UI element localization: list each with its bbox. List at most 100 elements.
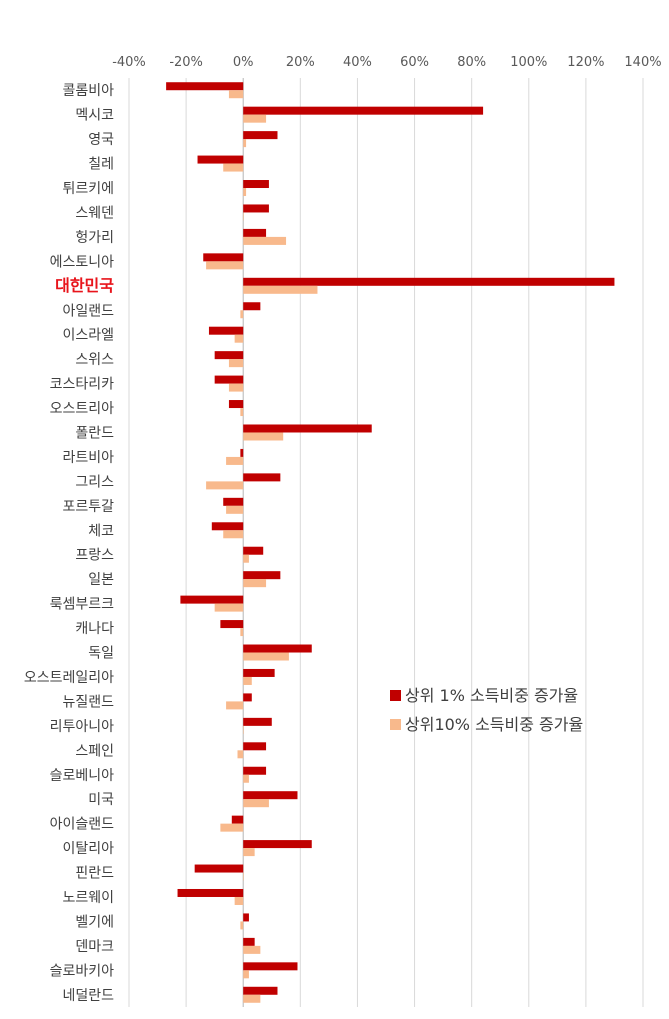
bar-top10-13 (240, 408, 244, 417)
category-label: 캐나다 (75, 621, 114, 637)
bar-top10-25 (226, 701, 244, 710)
bar-top10-3 (223, 163, 244, 172)
bar-top10-16 (206, 481, 244, 490)
bar-top1-7 (203, 253, 244, 262)
bar-top1-11 (214, 351, 244, 360)
bar-top1-1 (243, 106, 484, 115)
bar-top10-1 (243, 114, 267, 123)
category-label: 슬로베니아 (50, 768, 115, 784)
bar-top1-9 (243, 302, 261, 311)
bar-top10-26 (243, 725, 244, 734)
bar-top10-20 (243, 579, 267, 588)
category-label: 튀르키에 (62, 181, 114, 197)
category-label: 벨기에 (75, 914, 114, 930)
category-label: 칠레 (88, 157, 114, 173)
bar-top1-17 (223, 497, 244, 506)
legend-swatch (390, 719, 401, 730)
bar-top1-3 (197, 155, 244, 164)
bar-top10-4 (243, 188, 247, 197)
bar-top10-22 (240, 628, 244, 637)
bar-top1-35 (243, 937, 255, 946)
x-tick-label: 80% (457, 55, 486, 70)
category-label: 노르웨이 (62, 890, 114, 906)
x-axis-ticks: -40% -20% 0% 20% 40% 60% 80% 100% 120% 140% (112, 55, 661, 70)
category-label: 포르투갈 (62, 499, 114, 515)
bar-top10-32 (243, 872, 244, 881)
bar-top10-12 (228, 383, 244, 392)
legend-label: 상위10% 소득비중 증가율 (405, 715, 583, 734)
category-label: 뉴질랜드 (62, 694, 114, 710)
category-label: 슬로바키아 (50, 963, 115, 979)
bar-top1-30 (231, 815, 244, 824)
category-label: 네덜란드 (62, 988, 114, 1004)
bar-top10-36 (243, 970, 249, 979)
category-label: 콜롬비아 (62, 83, 114, 99)
bar-top10-21 (214, 603, 244, 612)
category-label: 에스토니아 (50, 254, 115, 270)
bar-top10-11 (228, 359, 244, 368)
bar-top10-31 (243, 848, 255, 857)
bar-top1-22 (220, 620, 244, 629)
x-tick-label: 0% (233, 55, 254, 70)
bar-top10-23 (243, 652, 289, 661)
category-label: 멕시코 (75, 108, 114, 124)
bar-top1-0 (166, 82, 244, 91)
bar-top1-25 (243, 693, 252, 702)
bar-top1-5 (243, 204, 269, 213)
category-label: 대한민국 (55, 276, 114, 295)
category-label: 독일 (88, 646, 114, 662)
bar-top1-27 (243, 742, 267, 751)
category-label: 일본 (88, 572, 114, 588)
bar-top1-8 (243, 277, 615, 286)
category-label: 덴마크 (75, 939, 114, 955)
bar-top1-6 (243, 228, 267, 237)
bar-top1-15 (240, 448, 244, 457)
category-label: 룩셈부르크 (50, 597, 115, 613)
bar-top1-10 (208, 326, 244, 335)
category-label: 핀란드 (75, 866, 114, 882)
bar-top1-19 (243, 546, 264, 555)
bar-top1-23 (243, 644, 312, 653)
x-tick-label: -20% (169, 55, 203, 70)
bar-top10-28 (243, 774, 249, 783)
bar-top10-18 (223, 530, 244, 539)
bar-top1-34 (243, 913, 249, 922)
x-tick-label: 100% (510, 55, 547, 70)
category-label: 리투아니아 (50, 719, 115, 735)
category-label: 라트비아 (62, 450, 114, 466)
bar-top10-35 (243, 945, 261, 954)
bar-top1-14 (243, 424, 372, 433)
bars (166, 82, 615, 1003)
bar-top1-37 (243, 986, 278, 995)
bar-top10-8 (243, 285, 318, 294)
bar-top10-33 (234, 896, 244, 905)
bar-top1-33 (177, 888, 244, 897)
bar-top10-24 (243, 676, 252, 685)
category-label: 이스라엘 (62, 328, 114, 344)
bar-top10-17 (226, 505, 244, 514)
bar-top10-34 (240, 921, 244, 930)
bar-top1-36 (243, 962, 298, 971)
bar-top1-20 (243, 571, 281, 580)
category-label: 아일랜드 (62, 303, 114, 319)
bar-top1-29 (243, 791, 298, 800)
category-label: 영국 (88, 132, 114, 148)
bar-top10-2 (243, 139, 247, 148)
bar-top1-31 (243, 840, 312, 849)
x-tick-label: 120% (567, 55, 604, 70)
category-label: 오스트레일리아 (24, 670, 114, 686)
bar-top10-15 (226, 456, 244, 465)
bar-top1-26 (243, 717, 272, 726)
bar-top10-19 (243, 554, 249, 563)
category-label: 스위스 (75, 352, 114, 368)
bar-top10-37 (243, 994, 261, 1003)
bar-top10-27 (237, 750, 244, 759)
category-label: 이탈리아 (62, 841, 114, 857)
category-label: 코스타리카 (50, 377, 115, 393)
bar-top1-12 (214, 375, 244, 384)
category-label: 아이슬랜드 (50, 817, 115, 833)
bar-top10-14 (243, 432, 284, 441)
bar-top1-32 (194, 864, 244, 873)
